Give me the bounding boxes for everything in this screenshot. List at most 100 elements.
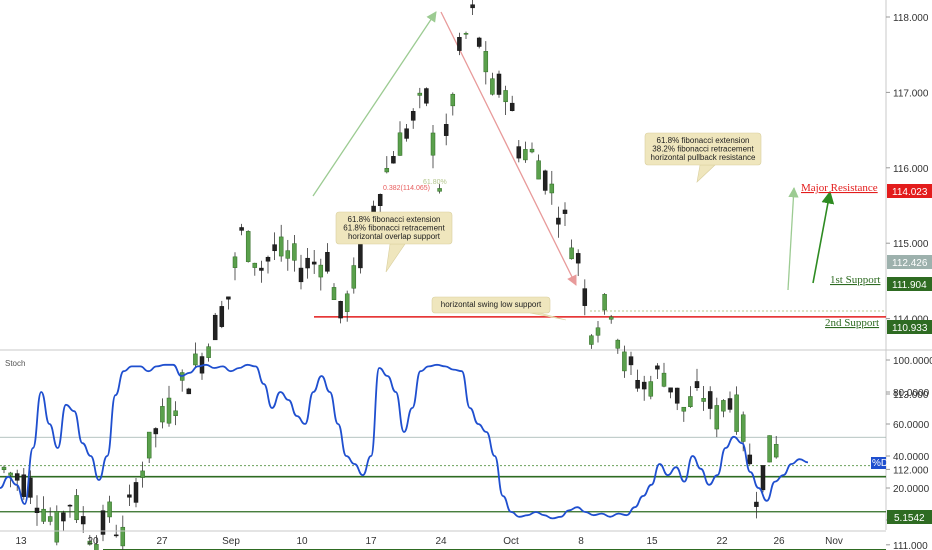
candle-body (331, 287, 337, 300)
candle-body (516, 146, 522, 159)
stoch-tick-label: 60.0000 (893, 420, 930, 431)
candle-body (622, 351, 627, 372)
annotation-text: 61.8% fibonacci retracement (343, 224, 445, 233)
candle-body (1, 466, 7, 471)
candle-body (615, 339, 621, 349)
candle-body (556, 217, 561, 225)
candle-body (140, 470, 145, 478)
candle-body (113, 534, 119, 537)
candle-body (232, 256, 238, 268)
candle-body (503, 90, 508, 103)
candle-body (239, 227, 244, 231)
candle-body (285, 250, 291, 259)
candle-body (457, 37, 462, 51)
arrow-layer (312, 11, 835, 291)
candle-body (496, 73, 502, 95)
date-tick-label: 15 (646, 536, 658, 547)
candle-body (655, 365, 660, 370)
candle-body (377, 194, 383, 206)
date-tick-label: 8 (578, 536, 584, 547)
candle-body (443, 124, 449, 136)
price-panel-bg (0, 0, 886, 344)
svg-text:5.1542: 5.1542 (894, 513, 925, 524)
candle-body (173, 410, 178, 416)
candle-body (358, 243, 363, 269)
candle-body (424, 88, 429, 104)
fib-label-upper: 61.80% (423, 179, 447, 186)
candle-body (219, 306, 225, 327)
candle-body (714, 405, 720, 430)
candle-body (747, 454, 753, 465)
candle-body (305, 257, 310, 269)
candle-body (120, 526, 126, 547)
second-support-label: 2nd Support (825, 317, 879, 329)
stoch-tick-label: 20.0000 (893, 484, 930, 495)
candle-body (476, 37, 482, 47)
candle-body (265, 256, 271, 262)
stoch-tick-label: 40.0000 (893, 452, 930, 463)
candle-body (773, 444, 779, 458)
candle-body (470, 4, 475, 9)
candle-body (417, 92, 423, 96)
price-tick-label: 111.000 (893, 541, 928, 550)
candle-body (701, 398, 706, 402)
candle-body (206, 346, 211, 358)
candle-body (391, 156, 396, 164)
candle-body (87, 540, 93, 545)
candle-body (278, 236, 284, 257)
price-badge-resistance: 114.023 (887, 184, 932, 198)
svg-text:112.426: 112.426 (892, 258, 928, 269)
annotation-text: horizontal swing low support (441, 300, 542, 309)
stoch-badge-value: 5.1542 (887, 510, 932, 524)
candle-body (100, 510, 106, 535)
candle-body (272, 244, 277, 252)
candle-body (674, 387, 680, 404)
candle-body (74, 495, 79, 521)
price-tick-label: 116.000 (893, 164, 929, 175)
candle-body (311, 261, 317, 265)
candle-body (54, 511, 60, 543)
price-tick-label: 117.000 (893, 88, 929, 99)
drop-arrow (440, 11, 577, 286)
candle-body (569, 247, 574, 260)
candle-body (490, 78, 495, 95)
candle-body (259, 267, 264, 271)
candle-body (61, 512, 66, 522)
date-tick-label: 22 (716, 536, 728, 547)
annotation-text: 61.8% fibonacci extension (657, 136, 750, 145)
candle-body (107, 501, 112, 518)
candle-body (575, 253, 581, 264)
candle-body (21, 474, 27, 497)
candle-body (298, 267, 304, 283)
candle-body (325, 252, 330, 272)
major-resistance-label: Major Resistance (801, 182, 878, 194)
annotation-text: horizontal overlap support (348, 232, 441, 241)
annotation-text: 61.8% fibonacci extension (348, 215, 441, 224)
candle-body (318, 264, 324, 278)
candle-body (688, 396, 693, 407)
candle-body (193, 353, 198, 366)
candle-body (694, 381, 700, 389)
bullish-arrow (812, 190, 835, 284)
candles (1, 0, 779, 550)
fib-label-lower: 0.382(114.065) (383, 185, 430, 192)
stoch-d-line (0, 363, 809, 520)
candle-body (397, 132, 403, 156)
candle-body (252, 262, 258, 268)
candle-body (292, 243, 297, 261)
candle-body (707, 391, 713, 409)
date-tick-label: Oct (503, 536, 519, 547)
candle-body (635, 379, 640, 389)
svg-text:110.933: 110.933 (892, 323, 928, 334)
candle-body (437, 188, 442, 192)
price-tick-label: 112.000 (893, 465, 929, 476)
svg-text:114.023: 114.023 (892, 187, 928, 198)
candle-body (226, 296, 231, 300)
annotation-text: 38.2% fibonacci retracement (652, 145, 754, 154)
candle-body (384, 168, 390, 173)
date-tick-label: 24 (435, 536, 447, 547)
candle-body (127, 494, 132, 498)
candle-body (542, 170, 548, 191)
date-tick-label: 17 (365, 536, 377, 547)
